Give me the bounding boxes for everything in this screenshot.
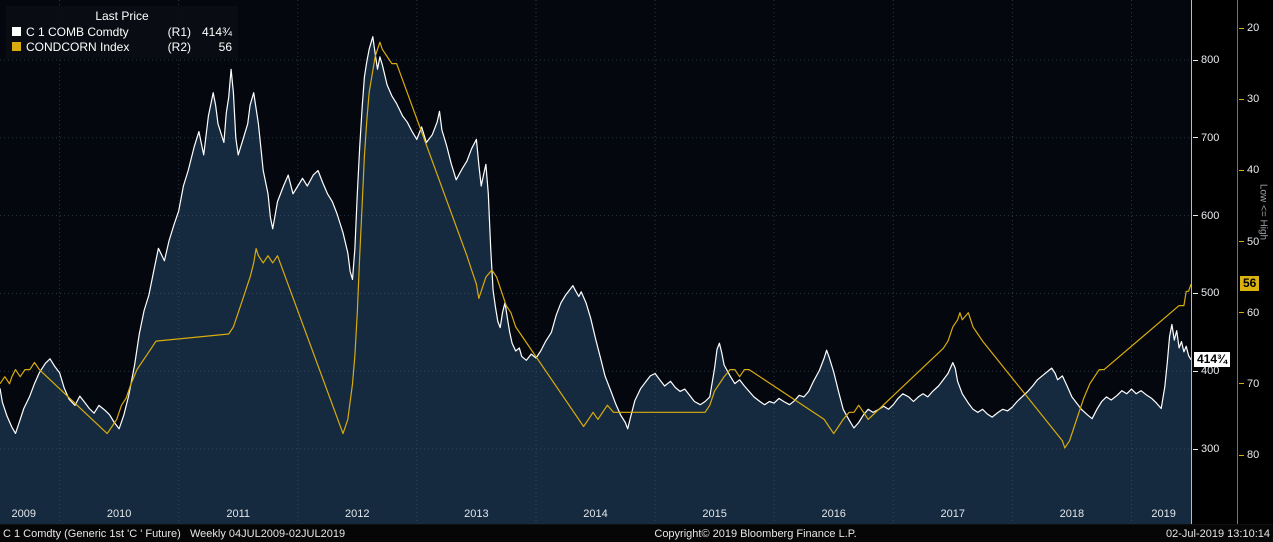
axis-tick: 60 — [1239, 307, 1259, 319]
right-axis-r2[interactable]: Low <= High 56 20 30 40 50 60 70 80 — [1237, 0, 1273, 524]
timestamp: 02-Jul-2019 13:10:14 — [1166, 528, 1270, 540]
svg-text:2017: 2017 — [941, 508, 965, 520]
svg-text:2019: 2019 — [1151, 508, 1175, 520]
security-description: C 1 Comdty (Generic 1st 'C ' Future) Wee… — [3, 528, 346, 540]
axis-tick: 70 — [1239, 378, 1259, 390]
svg-text:2009: 2009 — [12, 508, 36, 520]
x-axis-year-labels: 2009 2010 2011 2012 2013 2014 2015 2016 2017 2018… — [12, 508, 1176, 520]
svg-text:2018: 2018 — [1060, 508, 1084, 520]
legend-title: Last Price — [95, 9, 149, 23]
price-chart[interactable]: 2009 2010 2011 2012 2013 2014 2015 2016 2017 2018… — [0, 0, 1191, 524]
condition-line — [0, 41, 1191, 449]
svg-text:2015: 2015 — [702, 508, 726, 520]
last-value-badge-r2: 56 — [1240, 276, 1260, 292]
axis-direction-label: Low <= High — [1257, 183, 1269, 241]
price-line — [0, 36, 1191, 434]
legend-item-corn-condition[interactable]: CONDCORN Index (R2) 56 — [12, 39, 232, 54]
chart-legend: Last Price C 1 COMB Comdty (R1) 414¾ CON… — [6, 6, 238, 59]
series-swatch-corn-price — [12, 27, 21, 36]
svg-text:2010: 2010 — [107, 508, 131, 520]
axis-tick: 30 — [1239, 93, 1259, 105]
svg-text:2014: 2014 — [583, 508, 607, 520]
axis-tick: 50 — [1239, 236, 1259, 248]
right-axis-r1[interactable]: 414¾ 300 400 500 600 700 800 — [1191, 0, 1237, 524]
axis-tick: 80 — [1239, 449, 1259, 461]
svg-text:2013: 2013 — [464, 508, 488, 520]
svg-text:2012: 2012 — [345, 508, 369, 520]
gridlines — [0, 0, 1191, 524]
svg-text:2011: 2011 — [226, 508, 250, 520]
axis-tick: 40 — [1239, 164, 1259, 176]
axis-tick: 500 — [1193, 287, 1219, 299]
svg-text:2016: 2016 — [821, 508, 845, 520]
bottom-bar: C 1 Comdty (Generic 1st 'C ' Future) Wee… — [0, 524, 1273, 542]
copyright-notice: Copyright© 2019 Bloomberg Finance L.P. — [654, 528, 857, 540]
legend-series-name: C 1 COMB Comdty — [26, 24, 129, 39]
axis-tick: 20 — [1239, 22, 1259, 34]
legend-item-corn-price[interactable]: C 1 COMB Comdty (R1) 414¾ — [12, 24, 232, 39]
series-swatch-corn-condition — [12, 42, 21, 51]
legend-series-value: 56 — [218, 39, 232, 54]
axis-tick: 700 — [1193, 132, 1219, 144]
axis-tick: 600 — [1193, 210, 1219, 222]
axis-tick: 400 — [1193, 365, 1219, 377]
legend-series-axis: (R2) — [167, 39, 191, 54]
legend-series-name: CONDCORN Index — [26, 39, 130, 54]
legend-series-axis: (R1) — [167, 24, 191, 39]
axis-tick: 300 — [1193, 443, 1219, 455]
axis-tick: 800 — [1193, 54, 1219, 66]
last-price-badge-r1: 414¾ — [1194, 351, 1231, 367]
price-area — [0, 36, 1191, 524]
legend-series-value: 414¾ — [201, 24, 232, 39]
